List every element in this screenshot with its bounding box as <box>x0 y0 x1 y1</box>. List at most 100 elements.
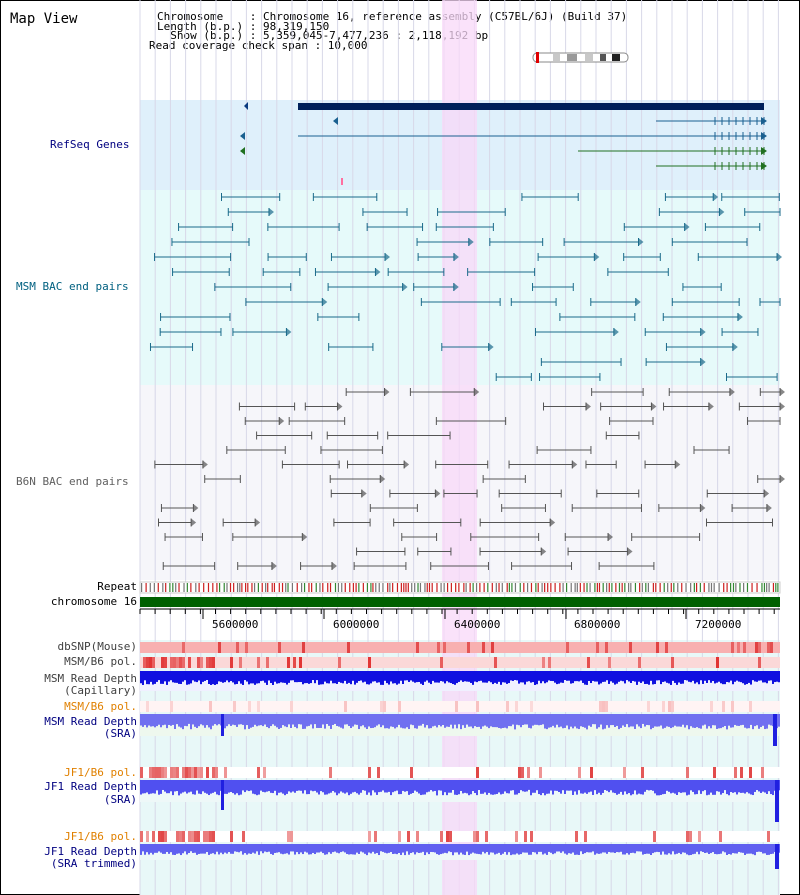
depth-bar <box>242 844 244 855</box>
axis-tick-label: 6000000 <box>333 618 380 631</box>
depth-bar <box>706 780 708 796</box>
b6n-bac-end-pairs-track[interactable] <box>154 388 785 570</box>
depth-bar <box>732 714 734 728</box>
depth-bar <box>204 714 206 728</box>
track-label-refseq[interactable]: RefSeq Genes <box>50 138 130 151</box>
track-label-repeat[interactable]: Repeat <box>97 580 137 593</box>
depth-bar <box>280 844 282 854</box>
depth-bar <box>290 844 292 852</box>
depth-bar <box>646 714 648 725</box>
depth-bar <box>262 671 264 681</box>
depth-bar <box>528 714 530 728</box>
msm-bac-end-pairs-track[interactable] <box>149 193 783 381</box>
repeat-element <box>344 583 346 592</box>
selected-region-highlight[interactable] <box>442 0 477 895</box>
depth-bar <box>226 671 228 681</box>
depth-bar <box>522 671 524 683</box>
track-label-msm-pol-sra[interactable]: MSM/B6 pol. <box>64 700 137 713</box>
depth-bar <box>626 714 628 725</box>
depth-bar <box>750 714 752 725</box>
track-label-jf1-pol-2[interactable]: JF1/B6 pol. <box>64 830 137 843</box>
depth-bar <box>360 671 362 681</box>
depth-bar <box>250 780 252 791</box>
depth-spike <box>773 714 777 746</box>
depth-bar <box>260 780 262 791</box>
depth-bar <box>634 714 636 729</box>
depth-bar <box>524 780 526 792</box>
depth-bar <box>158 671 160 681</box>
depth-bar <box>428 780 430 792</box>
depth-bar <box>382 714 384 726</box>
track-label-msm-depth-capillary[interactable]: MSM Read Depth <box>44 672 137 685</box>
depth-bar <box>268 780 270 792</box>
depth-bar <box>350 780 352 794</box>
depth-tracks[interactable] <box>140 642 780 869</box>
depth-bar <box>760 844 762 852</box>
track-label-jf1-depth-trimmed[interactable]: JF1 Read Depth <box>44 845 137 858</box>
heat-cell <box>152 767 155 778</box>
depth-bar <box>666 671 668 683</box>
track-label-msm-bac[interactable]: MSM BAC end pairs <box>16 280 129 293</box>
track-label-jf1-depth[interactable]: JF1 Read Depth <box>44 780 137 793</box>
depth-bar <box>498 671 500 682</box>
depth-bar <box>538 671 540 681</box>
bac-end-arrow <box>700 328 706 336</box>
depth-bar <box>466 671 468 682</box>
track-label-jf1-pol[interactable]: JF1/B6 pol. <box>64 766 137 779</box>
chromosome-bar[interactable] <box>140 597 780 607</box>
chromosome-ideogram[interactable] <box>532 52 629 63</box>
depth-bar <box>420 844 422 853</box>
track-label-chromosome[interactable]: chromosome 16 <box>50 595 137 608</box>
depth-bar <box>144 671 146 681</box>
depth-bar <box>778 714 780 727</box>
gene-marker <box>341 178 343 185</box>
axis-tick-label: 6400000 <box>454 618 501 631</box>
refseq-genes-track[interactable] <box>240 102 767 185</box>
depth-bar <box>616 844 618 853</box>
heat-cell <box>416 642 419 653</box>
depth-bar <box>588 844 590 853</box>
depth-bar <box>144 780 146 794</box>
depth-bar <box>504 714 506 728</box>
depth-bar <box>304 714 306 729</box>
heat-cell <box>188 831 191 842</box>
depth-bar <box>670 780 672 794</box>
depth-bar <box>298 671 300 683</box>
depth-bar <box>612 714 614 726</box>
depth-bar <box>392 714 394 727</box>
gene-arrow <box>761 162 767 170</box>
depth-bar <box>380 780 382 792</box>
depth-bar <box>654 714 656 727</box>
depth-bar <box>722 844 724 852</box>
repeat-element <box>508 583 510 592</box>
depth-bar <box>140 844 142 855</box>
repeat-element <box>550 583 552 592</box>
depth-bar <box>536 844 538 855</box>
depth-bar <box>316 780 318 793</box>
depth-bar <box>206 844 208 853</box>
depth-bar <box>726 780 728 795</box>
depth-bar <box>600 780 602 795</box>
depth-bar <box>212 844 214 854</box>
track-label-b6n-bac[interactable]: B6N BAC end pairs <box>16 475 129 488</box>
depth-bar <box>182 844 184 854</box>
depth-bar <box>358 780 360 795</box>
depth-bar <box>452 671 454 685</box>
track-label-dbsnp[interactable]: dbSNP(Mouse) <box>57 640 137 653</box>
depth-bar <box>652 780 654 791</box>
depth-bar <box>604 671 606 682</box>
bac-end-arrow <box>780 475 785 483</box>
depth-bar <box>552 780 554 795</box>
depth-bar <box>242 671 244 685</box>
depth-bar <box>316 671 318 681</box>
repeat-track[interactable] <box>139 581 781 594</box>
track-label-msm-pol[interactable]: MSM/B6 pol. <box>64 655 137 668</box>
track-label-msm-depth-sra[interactable]: MSM Read Depth <box>44 715 137 728</box>
depth-bar <box>502 671 504 683</box>
repeat-element <box>621 583 623 592</box>
depth-bar <box>554 714 556 728</box>
depth-bar <box>650 780 652 791</box>
depth-bar <box>502 714 504 728</box>
depth-bar <box>562 671 564 683</box>
heat-cell <box>176 831 179 842</box>
